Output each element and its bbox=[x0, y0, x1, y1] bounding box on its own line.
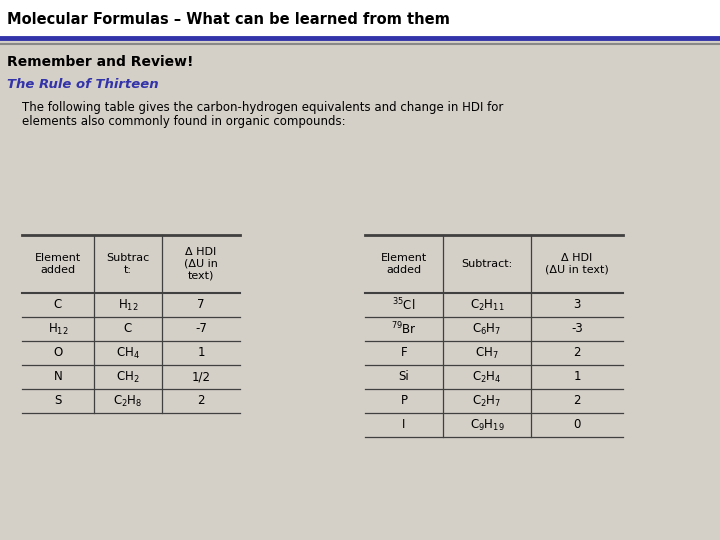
Text: 3: 3 bbox=[573, 299, 581, 312]
Text: F: F bbox=[401, 347, 408, 360]
Text: Δ HDI
(ΔU in
text): Δ HDI (ΔU in text) bbox=[184, 247, 218, 281]
Text: -7: -7 bbox=[195, 322, 207, 335]
Text: 1: 1 bbox=[197, 347, 204, 360]
Text: C$_2$H$_7$: C$_2$H$_7$ bbox=[472, 394, 502, 409]
Text: C$_2$H$_4$: C$_2$H$_4$ bbox=[472, 369, 502, 384]
Text: C$_2$H$_{11}$: C$_2$H$_{11}$ bbox=[469, 298, 504, 313]
Bar bbox=[0, 0, 720, 37]
Text: Remember and Review!: Remember and Review! bbox=[7, 55, 194, 69]
Text: Δ HDI
(ΔU in text): Δ HDI (ΔU in text) bbox=[545, 253, 609, 275]
Text: C$_6$H$_7$: C$_6$H$_7$ bbox=[472, 321, 502, 336]
Text: 2: 2 bbox=[573, 395, 581, 408]
Text: Element
added: Element added bbox=[35, 253, 81, 275]
Text: C: C bbox=[124, 322, 132, 335]
Text: -3: -3 bbox=[571, 322, 583, 335]
Text: CH$_2$: CH$_2$ bbox=[116, 369, 140, 384]
Text: 2: 2 bbox=[197, 395, 204, 408]
Text: CH$_4$: CH$_4$ bbox=[116, 346, 140, 361]
Text: The Rule of Thirteen: The Rule of Thirteen bbox=[7, 78, 158, 91]
Text: 0: 0 bbox=[573, 418, 581, 431]
Text: P: P bbox=[400, 395, 408, 408]
Text: 7: 7 bbox=[197, 299, 204, 312]
Text: $^{35}$Cl: $^{35}$Cl bbox=[392, 296, 415, 313]
Text: Molecular Formulas – What can be learned from them: Molecular Formulas – What can be learned… bbox=[7, 11, 450, 26]
Text: Element
added: Element added bbox=[381, 253, 427, 275]
Text: C: C bbox=[54, 299, 62, 312]
Text: 2: 2 bbox=[573, 347, 581, 360]
Text: S: S bbox=[54, 395, 62, 408]
Text: CH$_7$: CH$_7$ bbox=[475, 346, 499, 361]
Text: Subtrac
t:: Subtrac t: bbox=[107, 253, 150, 275]
Text: N: N bbox=[53, 370, 63, 383]
Text: O: O bbox=[53, 347, 63, 360]
Text: elements also commonly found in organic compounds:: elements also commonly found in organic … bbox=[22, 116, 346, 129]
Text: H$_{12}$: H$_{12}$ bbox=[117, 298, 138, 313]
Text: The following table gives the carbon-hydrogen equivalents and change in HDI for: The following table gives the carbon-hyd… bbox=[22, 102, 503, 114]
Text: I: I bbox=[402, 418, 405, 431]
Text: 1/2: 1/2 bbox=[192, 370, 210, 383]
Text: $^{79}$Br: $^{79}$Br bbox=[391, 321, 417, 338]
Text: Si: Si bbox=[399, 370, 410, 383]
Text: 1: 1 bbox=[573, 370, 581, 383]
Text: C$_2$H$_8$: C$_2$H$_8$ bbox=[113, 394, 143, 409]
Text: Subtract:: Subtract: bbox=[462, 259, 513, 269]
Text: C$_9$H$_{19}$: C$_9$H$_{19}$ bbox=[469, 417, 505, 433]
Text: H$_{12}$: H$_{12}$ bbox=[48, 321, 68, 336]
